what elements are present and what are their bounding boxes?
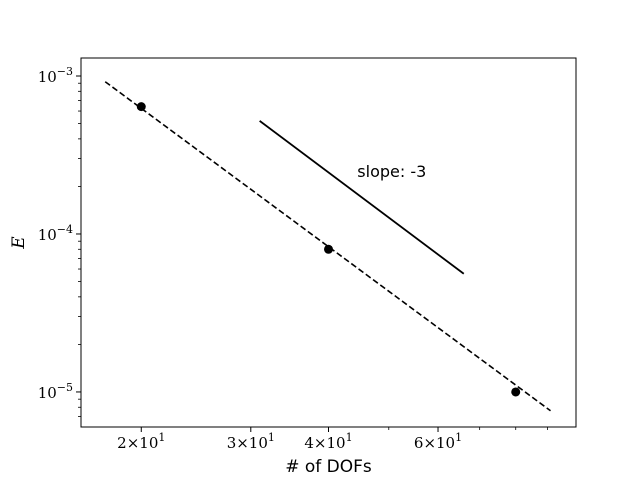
data-point-1	[136, 102, 146, 112]
plot-area	[104, 81, 552, 412]
series-line-dashed	[104, 81, 552, 412]
slope-reference-line	[259, 120, 465, 275]
data-point-2	[324, 244, 333, 254]
x-tick-label-3: 4×101	[304, 431, 352, 452]
x-tick-label-2: 3×101	[227, 431, 275, 452]
x-axis-label: # of DOFs	[285, 457, 372, 477]
slope-annotation: slope: -3	[357, 162, 426, 181]
y-tick-label-2: 10−4	[38, 223, 73, 244]
x-tick-label-4: 6×101	[414, 431, 462, 452]
data-point-3	[511, 387, 521, 397]
y-axis: 10−5 10−4 10−3	[38, 65, 81, 417]
x-axis: 2×101 3×101 4×101 6×101	[117, 427, 548, 452]
x-tick-label-1: 2×101	[117, 431, 165, 452]
y-tick-label-3: 10−3	[38, 65, 73, 86]
y-tick-label-1: 10−5	[38, 381, 73, 402]
y-axis-label: E	[9, 236, 29, 250]
